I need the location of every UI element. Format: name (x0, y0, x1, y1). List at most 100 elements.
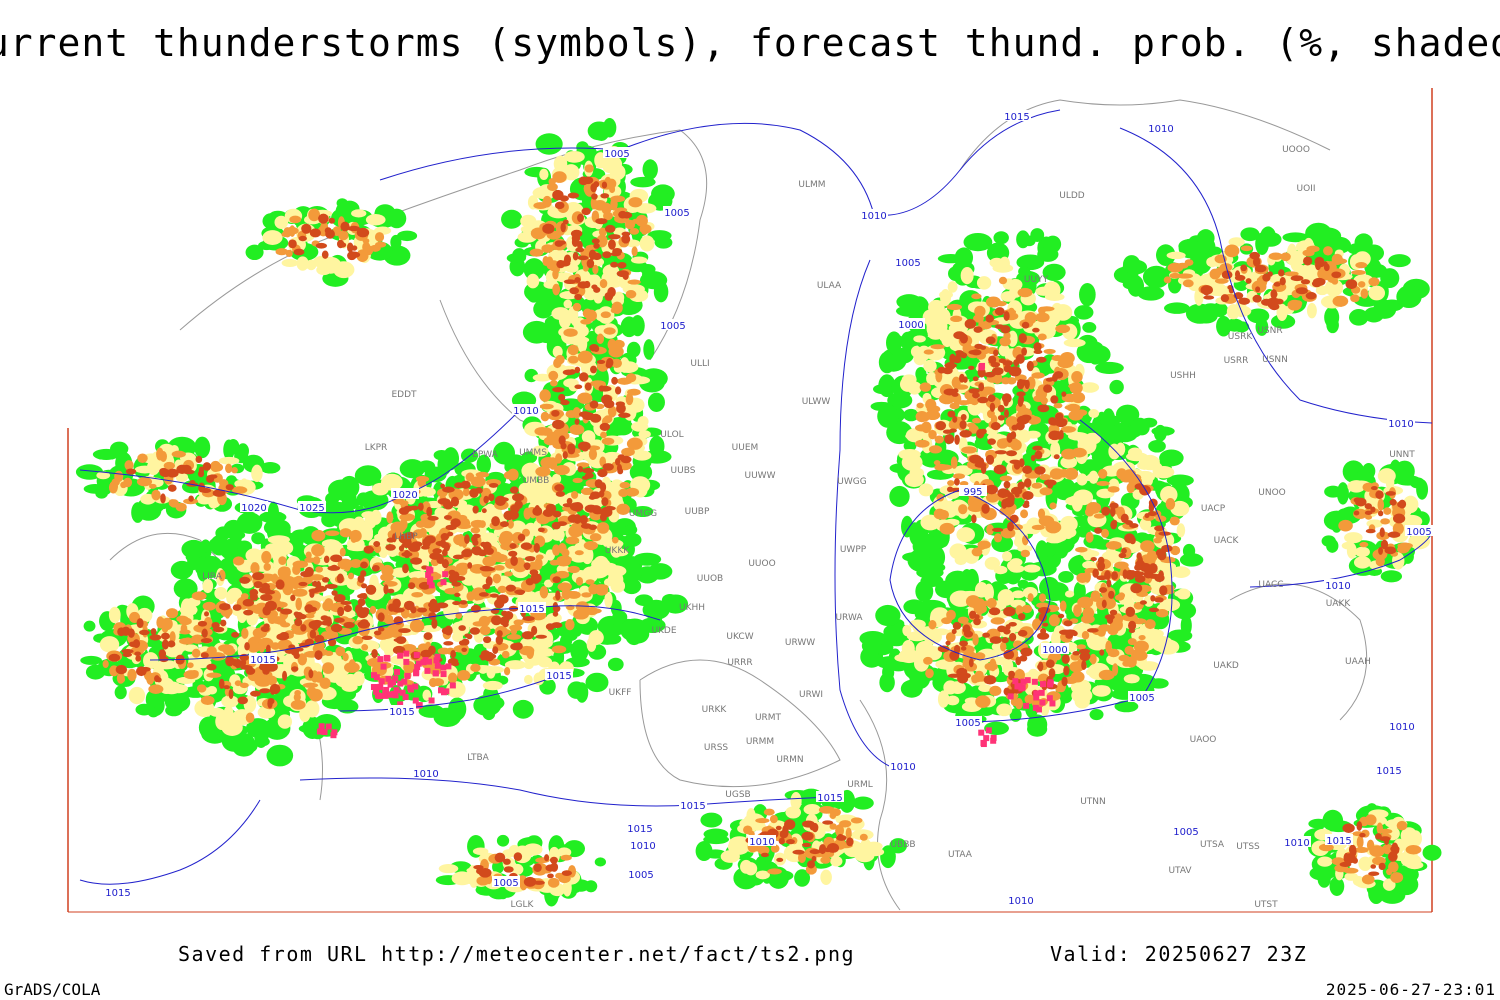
shade-blob (176, 615, 189, 623)
shade-blob (579, 515, 588, 525)
shade-blob (1139, 517, 1152, 531)
shade-blob (509, 543, 517, 549)
shade-blob (460, 480, 471, 489)
shade-blob (1061, 654, 1070, 664)
shade-blob (526, 646, 535, 659)
shade-blob (574, 277, 581, 284)
shade-blob (1066, 403, 1081, 412)
shade-blob (1039, 487, 1053, 496)
shade-blob (517, 533, 526, 542)
shade-blob (244, 642, 250, 651)
shade-blob (839, 820, 852, 828)
shade-blob (988, 607, 1001, 616)
shade-blob (311, 529, 326, 542)
shade-blob (548, 178, 556, 186)
shade-blob (1030, 454, 1036, 462)
shade-blob (234, 479, 246, 488)
shade-blob (417, 487, 436, 497)
shade-blob (1226, 304, 1240, 320)
shade-blob (314, 650, 323, 660)
shade-blob (577, 392, 593, 404)
shade-blob (171, 450, 186, 458)
shade-blob (647, 230, 672, 242)
shade-blob (959, 480, 969, 487)
shade-blob (968, 349, 980, 355)
shade-blob (570, 639, 589, 663)
shade-blob (448, 697, 467, 721)
shade-blob (114, 685, 127, 700)
shade-blob (409, 619, 425, 633)
shade-blob (923, 349, 934, 355)
shade-blob (290, 594, 296, 602)
shade-blob (471, 535, 478, 543)
shade-blob (577, 213, 584, 223)
shade-blob (602, 463, 614, 471)
shade-blob (558, 543, 567, 554)
shade-blob (1008, 622, 1017, 627)
shade-blob (803, 804, 821, 815)
shade-blob (404, 531, 415, 539)
shade-blob (186, 662, 194, 669)
shade-blob (1011, 590, 1025, 599)
shade-blob (552, 576, 561, 584)
shade-blob (993, 349, 999, 357)
shade-blob (295, 597, 302, 611)
shade-blob (1359, 541, 1369, 548)
shade-blob (204, 611, 210, 617)
shade-blob (629, 228, 640, 235)
shade-blob (1154, 561, 1176, 571)
shade-blob (292, 564, 301, 576)
shade-blob (333, 261, 355, 279)
shade-blob (227, 587, 243, 602)
shade-blob (903, 408, 919, 422)
shade-blob (1166, 474, 1194, 487)
shade-blob (576, 526, 584, 536)
shade-blob (915, 580, 934, 603)
shade-blob (1309, 866, 1336, 881)
shade-blob (1064, 590, 1075, 598)
shade-blob (334, 617, 345, 623)
shade-blob (499, 530, 514, 544)
shade-blob (1185, 303, 1215, 324)
shade-blob (985, 336, 996, 345)
shade-blob (896, 294, 922, 310)
shade-blob (1065, 632, 1074, 639)
shade-blob (1122, 255, 1141, 274)
shade-blob (260, 626, 270, 632)
shade-blob (530, 574, 541, 584)
shade-blob (521, 631, 535, 640)
shade-blob (598, 385, 605, 392)
shade-blob (1114, 700, 1139, 713)
shade-blob (1003, 331, 1011, 341)
shade-blob (635, 214, 648, 227)
shade-blob (448, 672, 458, 684)
shade-blob (325, 616, 332, 627)
shade-blob (578, 176, 589, 186)
shade-blob (371, 648, 378, 659)
shade-blob (250, 690, 261, 697)
shade-blob (1034, 450, 1043, 460)
shade-blob (1365, 514, 1373, 520)
shade-blob (695, 841, 713, 862)
shade-blob (958, 504, 968, 515)
shade-blob (663, 594, 689, 614)
shade-blob (918, 483, 934, 497)
shade-blob (552, 386, 565, 393)
shade-blob (1133, 640, 1149, 653)
shade-blob (324, 227, 332, 235)
shade-blob (511, 863, 524, 875)
shade-blob (333, 593, 346, 603)
shade-blob (315, 580, 322, 590)
shade-blob (947, 480, 955, 486)
shade-blob (275, 579, 285, 590)
shade-blob (427, 516, 439, 521)
shade-blob (567, 514, 580, 523)
shade-blob (1324, 279, 1344, 297)
shade-blob (1037, 333, 1047, 341)
shade-blob (951, 392, 959, 397)
shade-blob (1071, 371, 1083, 383)
shade-blob (466, 591, 475, 602)
shade-blob (617, 468, 624, 475)
shade-blob (80, 655, 102, 665)
shade-blob (935, 580, 957, 599)
